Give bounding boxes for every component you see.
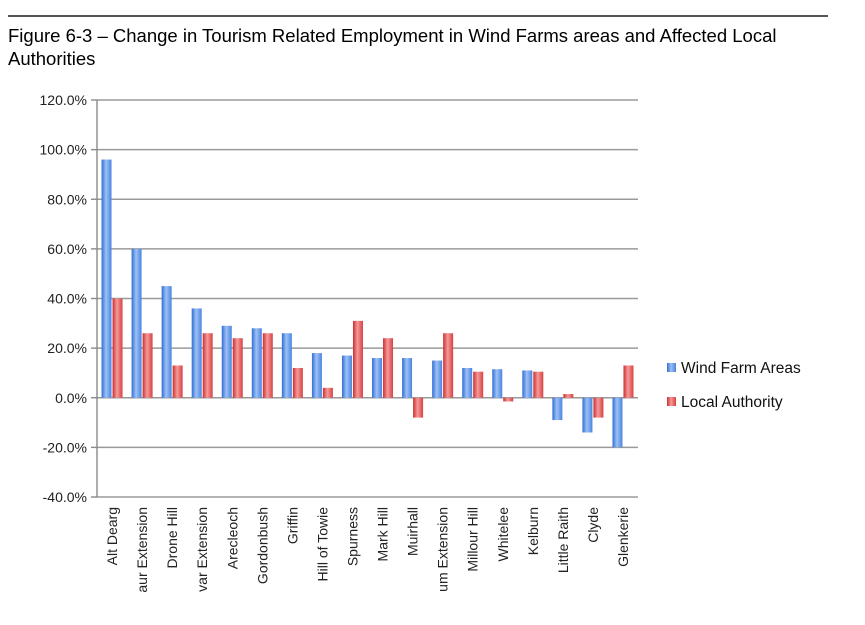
y-tick-label: -40.0% <box>43 489 87 505</box>
gridlines <box>97 99 638 498</box>
bar-wind-farm-areas <box>191 308 202 398</box>
bar-wind-farm-areas <box>372 358 383 398</box>
y-tick-label: 120.0% <box>40 92 87 108</box>
x-tick-label: Kelburn <box>525 507 541 555</box>
x-tick-label: var Extension <box>194 507 210 592</box>
x-tick-label: Millour Hill <box>465 507 481 572</box>
bar-wind-farm-areas <box>462 367 473 398</box>
legend-label: Wind Farm Areas <box>681 360 801 377</box>
y-tick-label: 20.0% <box>47 340 87 356</box>
bar-local-authority <box>473 371 484 398</box>
x-tick-label: Hill of Towie <box>314 507 330 582</box>
x-tick-label: Little Raith <box>555 507 571 573</box>
bar-wind-farm-areas <box>131 248 142 398</box>
x-tick-label: Glenkerie <box>615 507 631 567</box>
y-tick-label: 100.0% <box>40 142 87 158</box>
bar-wind-farm-areas <box>341 355 352 398</box>
y-tick-label: 80.0% <box>47 191 87 207</box>
top-rule <box>8 15 828 17</box>
bar-wind-farm-areas <box>552 397 563 421</box>
legend: Wind Farm Areas Local Authority <box>667 360 801 411</box>
y-tick-label: 60.0% <box>47 241 87 257</box>
x-tick-label: Griffin <box>284 507 300 544</box>
bar-local-authority <box>112 298 123 398</box>
bar-local-authority <box>232 338 243 398</box>
bar-wind-farm-areas <box>101 159 112 398</box>
bar-local-authority <box>262 333 273 398</box>
bar-wind-farm-areas <box>432 360 443 398</box>
y-tick-label: -20.0% <box>43 439 87 455</box>
bar-local-authority <box>623 365 634 398</box>
x-tick-label: aur Extension <box>134 507 150 593</box>
bar-local-authority <box>593 397 604 418</box>
bar-wind-farm-areas <box>221 325 232 398</box>
x-tick-label: Mark Hill <box>375 507 391 561</box>
x-tick-label: Muirhall <box>405 507 421 556</box>
y-tick-label: 40.0% <box>47 291 87 307</box>
x-tick-label: Whitelee <box>495 507 511 562</box>
x-tick-label: Gordonbush <box>254 507 270 584</box>
legend-label: Local Authority <box>681 394 783 411</box>
bar-local-authority <box>142 333 153 398</box>
bar-local-authority <box>383 338 394 398</box>
bar-local-authority <box>172 365 183 398</box>
x-tick-label: Alt Dearg <box>104 507 120 565</box>
bar-local-authority <box>533 371 544 398</box>
y-axis-ticks: -40.0% -20.0% 0.0% 20.0% 40.0% 60.0% 80.0% 100.… <box>40 92 98 505</box>
bar-local-authority <box>503 397 514 402</box>
bar-wind-farm-areas <box>311 353 322 398</box>
x-tick-label: Clyde <box>585 507 601 543</box>
legend-swatch <box>667 397 676 406</box>
bar-local-authority <box>322 387 333 398</box>
bar-local-authority <box>563 394 574 398</box>
x-tick-label: Arecleoch <box>224 507 240 569</box>
x-tick-label: Drone Hill <box>164 507 180 568</box>
y-tick-label: 0.0% <box>55 390 87 406</box>
bar-local-authority <box>352 320 363 398</box>
bar-local-authority <box>443 333 454 398</box>
bar-wind-farm-areas <box>402 358 413 398</box>
bar-wind-farm-areas <box>612 397 623 448</box>
figure-title: Figure 6-3 – Change in Tourism Related E… <box>8 25 777 69</box>
legend-swatch <box>667 363 676 372</box>
x-tick-label: um Extension <box>435 507 451 592</box>
x-tick-label: Spurness <box>344 507 360 566</box>
bar-local-authority <box>202 333 213 398</box>
x-axis-ticks: Alt Dearg aur Extension Drone Hill var Exte… <box>104 507 631 593</box>
bar-wind-farm-areas <box>161 286 172 398</box>
bar-local-authority <box>413 397 424 418</box>
bar-wind-farm-areas <box>492 369 503 398</box>
bar-wind-farm-areas <box>522 370 533 398</box>
bar-local-authority <box>292 367 303 398</box>
bar-wind-farm-areas <box>281 333 292 398</box>
bar-wind-farm-areas <box>582 397 593 433</box>
bars <box>101 159 634 448</box>
bar-wind-farm-areas <box>251 328 262 398</box>
